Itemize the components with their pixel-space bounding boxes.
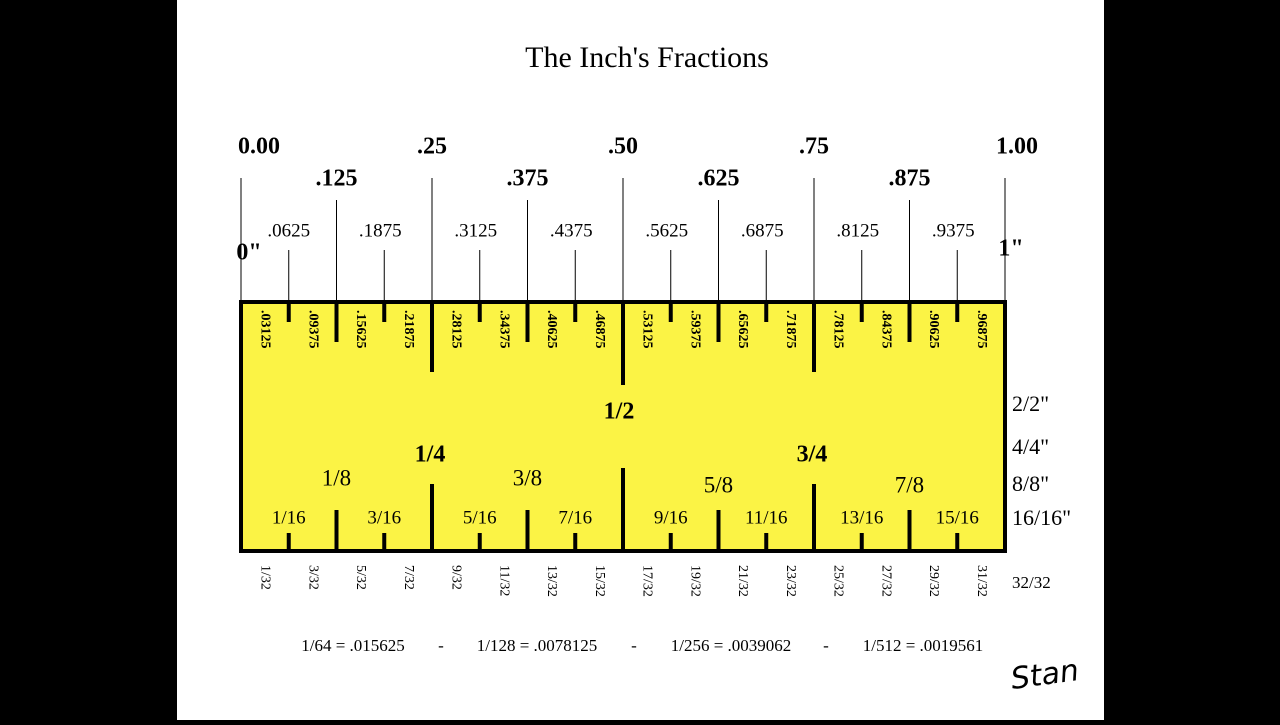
scale-label: 16/16" [1012,505,1071,530]
equation: 1/256 = .0039062 [671,636,792,655]
separator: - [631,636,637,655]
separator: - [823,636,829,655]
eighth-decimal: .375 [507,166,549,192]
thirty-second-label: 5/32 [353,565,368,590]
equation: 1/128 = .0078125 [477,636,598,655]
thirty-second-decimal: .34375 [496,310,511,349]
thirty-second-decimal: .21875 [401,310,416,349]
thirty-second-label: 7/32 [401,565,416,590]
thirty-second-decimal: .71875 [783,310,798,349]
sixteenth-decimal: .9375 [932,220,975,241]
sixteenth-label: 1/16 [272,507,306,528]
eighth-label: 3/8 [513,465,542,490]
sixteenth-decimal: .6875 [741,220,784,241]
thirty-second-label: 13/32 [544,565,559,597]
separator: - [438,636,444,655]
sixteenth-decimal: .1875 [359,220,402,241]
thirty-second-label: 29/32 [926,565,941,597]
thirty-second-label: 9/32 [449,565,464,590]
sixteenth-label: 13/16 [840,507,883,528]
thirty-second-decimal: .65625 [735,310,750,349]
sixteenth-label: 15/16 [936,507,979,528]
thirty-second-decimal: .15625 [353,310,368,349]
quarter-decimal: .25 [417,134,447,160]
thirty-second-decimal: .09375 [305,310,320,349]
thirty-second-label: 15/32 [592,565,607,597]
thirty-second-decimal: .90625 [926,310,941,349]
thirty-second-label: 17/32 [640,565,655,597]
thirty-second-label: 19/32 [687,565,702,597]
eighth-decimal: .125 [316,166,358,192]
thirty-second-decimal: .78125 [831,310,846,349]
one-inch: 1" [998,236,1023,262]
sixteenth-decimal: .5625 [645,220,688,241]
thirty-second-label: 3/32 [305,565,320,590]
half-label: 1/2 [604,399,635,425]
sixteenth-decimal: .8125 [836,220,879,241]
thirty-second-label: 25/32 [831,565,846,597]
scale-label: 8/8" [1012,471,1049,496]
sixteenth-label: 5/16 [463,507,497,528]
sixteenth-decimal: .4375 [550,220,593,241]
quarter-label: 3/4 [797,442,828,468]
thirty-second-label: 31/32 [974,565,989,597]
thirty-second-label: 23/32 [783,565,798,597]
quarter-label: 1/4 [415,442,446,468]
thirty-second-label: 1/32 [258,565,273,590]
equation: 1/64 = .015625 [301,636,405,655]
quarter-decimal: 1.00 [996,134,1038,160]
sixteenth-label: 3/16 [367,507,401,528]
thirty-second-decimal: .46875 [592,310,607,349]
eighth-decimal: .625 [698,166,740,192]
scale-label: 2/2" [1012,391,1049,416]
scale-label: 4/4" [1012,434,1049,459]
zero-inch: 0" [236,240,261,266]
thirty-second-decimal: .28125 [449,310,464,349]
sixteenth-decimal: .3125 [454,220,497,241]
sixteenth-label: 9/16 [654,507,688,528]
quarter-decimal: .75 [799,134,829,160]
thirty-second-label: 27/32 [878,565,893,597]
thirty-second-decimal: .53125 [640,310,655,349]
equation: 1/512 = .0019561 [863,636,984,655]
sixteenth-decimal: .0625 [267,220,310,241]
eighth-decimal: .875 [889,166,931,192]
thirty-second-label: 21/32 [735,565,750,597]
thirty-second-decimal: .96875 [974,310,989,349]
sixteenth-label: 11/16 [745,507,788,528]
thirty-second-decimal: .40625 [544,310,559,349]
quarter-decimal: 0.00 [238,134,280,160]
thirty-second-decimal: .84375 [878,310,893,349]
sixteenth-label: 7/16 [558,507,592,528]
thirty-second-decimal: .03125 [258,310,273,349]
eighth-label: 7/8 [895,472,924,497]
eighth-label: 5/8 [704,472,733,497]
quarter-decimal: .50 [608,134,638,160]
thirty-second-decimal: .59375 [687,310,702,349]
eighth-label: 1/8 [322,465,351,490]
thirty-second-label: 11/32 [496,565,511,596]
title: The Inch's Fractions [525,41,769,74]
scale-label: 32/32 [1012,573,1051,592]
